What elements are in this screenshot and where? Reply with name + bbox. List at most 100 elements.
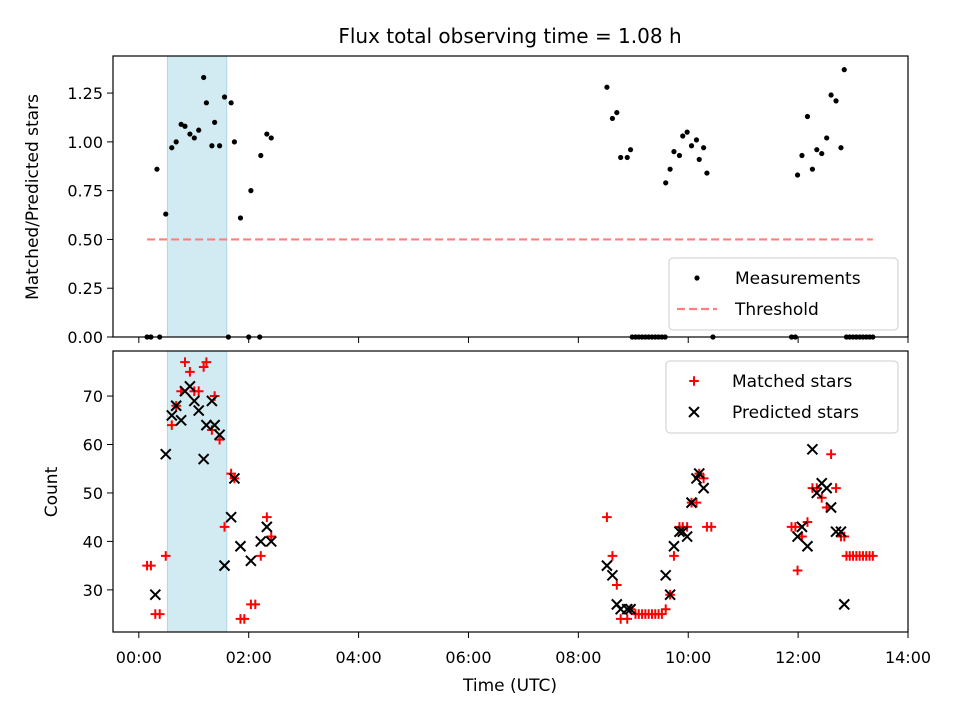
predicted-star-point xyxy=(228,472,241,485)
predicted-star-point xyxy=(200,419,213,431)
y-tick-label: 1.00 xyxy=(67,133,103,152)
predicted-star-point xyxy=(606,569,619,582)
measurement-point xyxy=(828,92,834,98)
top-axes-frame xyxy=(112,55,909,338)
measurement-point xyxy=(809,166,816,172)
measurement-point xyxy=(231,139,238,145)
matched-star-point xyxy=(160,551,171,561)
measurement-point xyxy=(178,121,184,127)
predicted-star-point xyxy=(206,395,218,407)
y-tick-label: 60 xyxy=(83,436,103,455)
matched-star-point xyxy=(226,468,236,479)
measurement-point xyxy=(627,147,634,153)
y-tick-label: 0.00 xyxy=(67,328,103,347)
x-tick-label: 10:00 xyxy=(665,648,711,667)
predicted-star-point xyxy=(261,521,273,533)
predicted-star-point xyxy=(170,400,182,412)
measurement-point xyxy=(248,188,254,194)
predicted-star-point xyxy=(693,467,705,480)
measurement-point xyxy=(833,98,839,104)
measurement-point xyxy=(228,100,234,106)
y-tick-label: 0.25 xyxy=(67,279,103,298)
matched-star-point xyxy=(250,599,261,610)
legend-label: Predicted stars xyxy=(732,403,859,423)
predicted-star-point xyxy=(811,487,823,499)
count-points xyxy=(142,357,878,624)
x-tick-label: 08:00 xyxy=(555,648,601,667)
bottom-y-axis-label: Count xyxy=(42,466,62,517)
measurement-point xyxy=(814,147,820,153)
measurement-point xyxy=(819,150,825,157)
predicted-star-point xyxy=(621,603,633,615)
matched-star-point xyxy=(691,497,702,508)
measurement-point xyxy=(187,131,193,137)
x-tick-label: 02:00 xyxy=(226,648,272,667)
predicted-star-point xyxy=(660,569,672,582)
measurement-point xyxy=(841,67,847,73)
bottom-panel: 30 40 50 60 70 Count Matched stars Predicted … xyxy=(42,350,909,633)
x-axis-label: Time (UTC) xyxy=(462,676,557,696)
predicted-star-point xyxy=(193,404,205,417)
predicted-star-point xyxy=(208,419,221,431)
matched-star-point xyxy=(602,512,612,522)
predicted-star-point xyxy=(213,429,226,441)
legend-label: Threshold xyxy=(734,300,819,320)
matched-star-point xyxy=(154,609,165,619)
measurement-point xyxy=(696,156,702,163)
top-y-axis-label: Matched/Predicted stars xyxy=(23,94,43,300)
y-tick-label: 40 xyxy=(83,532,103,551)
predicted-star-point xyxy=(166,409,178,422)
matched-star-point xyxy=(622,614,633,624)
matched-star-point xyxy=(790,522,801,532)
predicted-star-point xyxy=(234,540,247,552)
measurement-point xyxy=(676,152,683,159)
matched-star-point xyxy=(657,609,667,619)
top-y-ticks: 0.00 0.25 0.50 0.75 1.00 1.25 xyxy=(67,84,113,347)
y-tick-label: 0.75 xyxy=(67,182,103,201)
predicted-star-point xyxy=(801,540,814,552)
matched-star-point xyxy=(201,357,212,367)
measurement-point xyxy=(154,166,160,172)
predicted-star-point xyxy=(668,540,680,552)
matched-star-point xyxy=(706,522,717,532)
measurement-point xyxy=(201,74,207,81)
measurement-point xyxy=(794,172,801,178)
predicted-star-point xyxy=(835,526,847,538)
measurement-point xyxy=(182,123,188,129)
matched-star-point xyxy=(146,560,156,571)
matched-star-point xyxy=(180,357,190,367)
measurement-point xyxy=(701,145,707,151)
bottom-axes-frame xyxy=(112,350,909,633)
x-tick-label: 04:00 xyxy=(336,648,382,667)
matched-star-point xyxy=(612,580,622,590)
top-legend: Measurements Threshold xyxy=(668,257,899,331)
predicted-star-point xyxy=(160,448,172,460)
predicted-star-point xyxy=(225,511,237,523)
measurement-point xyxy=(693,137,700,143)
predicted-star-point xyxy=(796,521,808,533)
matched-star-point xyxy=(607,551,618,561)
measurement-point xyxy=(694,275,700,281)
y-tick-label: 70 xyxy=(83,387,103,406)
predicted-star-point xyxy=(601,559,613,572)
legend-marker xyxy=(688,406,700,418)
measurement-point xyxy=(824,135,830,141)
y-tick-label: 1.25 xyxy=(67,84,103,103)
matched-star-point xyxy=(193,386,204,397)
measurement-point xyxy=(609,115,616,122)
measurement-point xyxy=(667,166,673,172)
measurement-point xyxy=(614,109,620,116)
predicted-star-point xyxy=(838,598,850,611)
predicted-star-point xyxy=(197,453,210,465)
observing-window-highlight xyxy=(166,55,228,338)
matched-star-point xyxy=(255,551,266,561)
measurement-point xyxy=(264,131,270,137)
predicted-star-point xyxy=(820,482,833,494)
measurement-point xyxy=(663,180,669,186)
matched-star-point xyxy=(185,367,195,377)
chart-title: Flux total observing time = 1.08 h xyxy=(338,24,681,48)
x-tick-label: 12:00 xyxy=(775,648,821,667)
predicted-star-point xyxy=(791,530,804,543)
measurement-point xyxy=(237,215,244,221)
y-tick-label: 30 xyxy=(83,581,103,600)
